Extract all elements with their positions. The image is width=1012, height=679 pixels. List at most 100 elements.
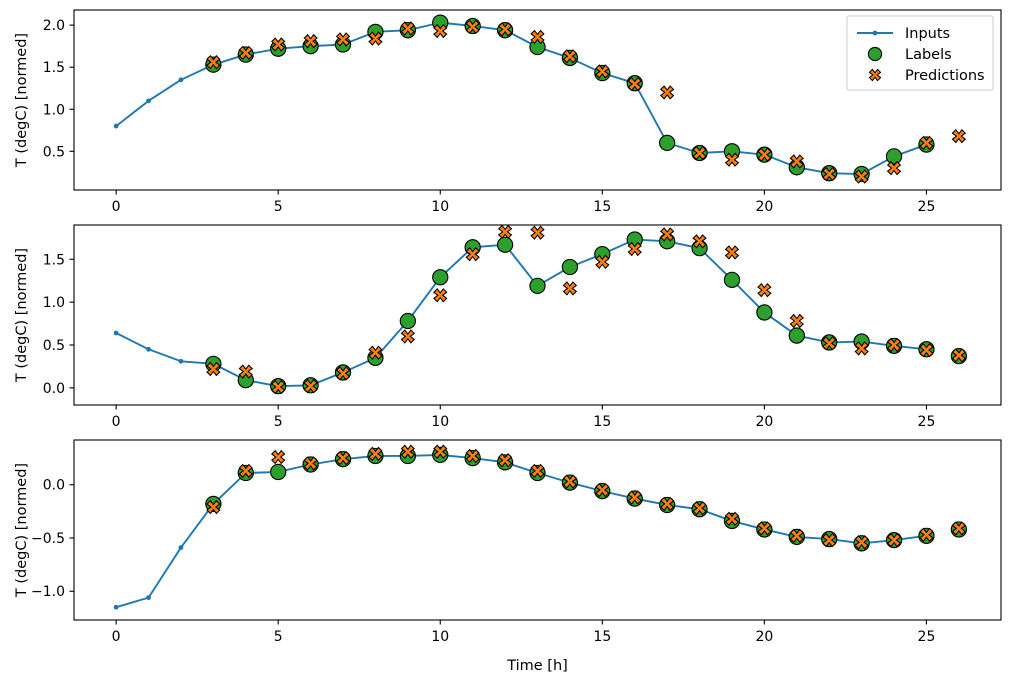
- legend: Inputs Labels Predictions: [846, 15, 994, 91]
- subplot-1: 0 5 10 15 20 25 0.0 0.5 1.0 1.5 T (degC) [normed]: [14, 224, 1002, 430]
- predictions-marker: [335, 366, 351, 381]
- predictions-marker: [692, 500, 707, 516]
- y-tick-label-0-0: 0.5: [43, 144, 65, 160]
- x-tick-label-1-0: 0: [112, 414, 121, 430]
- labels-marker: [529, 277, 546, 295]
- labels-marker: [270, 463, 287, 481]
- y-tick-label-0-2: 1.5: [43, 60, 65, 76]
- predictions-marker: [368, 31, 383, 46]
- axes-frame-1: [73, 224, 1002, 406]
- subplot-0: 0 5 10 15 20 25 0.5 1.0 1.5 2.0 T (degC) [normed]: [14, 9, 1002, 215]
- inputs-point: [146, 346, 151, 352]
- y-axis-label-2: T (degC) [normed]: [14, 463, 30, 598]
- labels-marker: [659, 134, 676, 152]
- predictions-marker: [433, 444, 448, 459]
- predictions-marker: [206, 361, 221, 377]
- y-axis-label-1: T (degC) [normed]: [14, 248, 30, 383]
- predictions-marker: [400, 444, 416, 459]
- predictions-marker: [271, 37, 286, 52]
- x-tick-label-0-5: 25: [918, 199, 936, 215]
- x-tick-label-1-1: 5: [274, 414, 283, 430]
- subplot-2: 0 5 10 15 20 25 −1.0 −0.5 0.0 T (degC) [normed] Ti…: [14, 439, 1002, 674]
- x-tick-label-2-2: 10: [431, 629, 449, 645]
- labels-marker: [496, 236, 514, 253]
- y-tick-label-0-1: 1.0: [43, 102, 65, 118]
- predictions-marker: [595, 482, 610, 498]
- predictions-marker: [659, 496, 675, 512]
- predictions-marker: [238, 364, 253, 379]
- predictions-marker: [724, 511, 740, 527]
- x-tick-label-2-3: 15: [593, 629, 611, 645]
- predictions-marker: [271, 449, 286, 465]
- x-tick-label-0-3: 15: [593, 199, 611, 215]
- series-group-2: [113, 444, 968, 610]
- y-tick-label-1-2: 1.0: [43, 295, 65, 311]
- inputs-line-1: [115, 238, 928, 388]
- x-tick-label-2-5: 25: [918, 629, 936, 645]
- predictions-marker: [400, 329, 416, 344]
- inputs-point: [178, 545, 184, 550]
- labels-marker: [561, 258, 579, 276]
- predictions-marker: [919, 135, 934, 151]
- predictions-marker: [886, 532, 902, 548]
- legend-inputs-dot: [872, 30, 878, 36]
- y-tick-label-2-0: −1.0: [31, 584, 65, 600]
- legend-label-0: Inputs: [905, 26, 950, 42]
- predictions-marker: [530, 463, 545, 479]
- predictions-marker: [886, 160, 902, 176]
- predictions-marker: [206, 54, 221, 70]
- labels-marker: [885, 148, 903, 165]
- predictions-marker: [465, 246, 480, 262]
- x-tick-label-1-5: 25: [918, 414, 936, 430]
- labels-marker: [399, 312, 416, 330]
- x-axis-label-2: Time [h]: [506, 658, 568, 674]
- predictions-marker: [951, 128, 967, 144]
- predictions-marker: [724, 152, 740, 167]
- predictions-marker: [757, 282, 772, 298]
- x-tick-label-1-2: 10: [431, 414, 449, 430]
- inputs-point: [178, 358, 184, 364]
- inputs-point: [146, 98, 151, 104]
- predictions-marker: [497, 225, 513, 240]
- legend-box: [846, 15, 994, 91]
- inputs-point: [113, 604, 119, 610]
- predictions-marker: [627, 490, 642, 505]
- predictions-marker: [659, 85, 675, 100]
- predictions-marker: [562, 474, 578, 489]
- predictions-marker: [951, 348, 967, 363]
- x-tick-label-0-4: 20: [755, 199, 773, 215]
- predictions-marker: [465, 448, 480, 464]
- x-tick-label-0-2: 10: [431, 199, 449, 215]
- inputs-point: [113, 123, 119, 129]
- y-tick-label-0-3: 2.0: [43, 18, 65, 34]
- predictions-marker: [692, 234, 707, 249]
- predictions-marker: [627, 76, 642, 92]
- predictions-marker: [789, 154, 804, 169]
- x-tick-label-1-3: 15: [593, 414, 611, 430]
- inputs-point: [146, 595, 151, 601]
- inputs-line-2: [115, 453, 928, 609]
- y-tick-label-1-1: 0.5: [43, 338, 65, 354]
- predictions-marker: [919, 527, 934, 542]
- predictions-marker: [562, 281, 578, 296]
- predictions-marker: [497, 22, 513, 37]
- x-tick-label-2-1: 5: [274, 629, 283, 645]
- predictions-marker: [465, 19, 480, 35]
- predictions-marker: [530, 29, 545, 45]
- y-tick-label-2-2: 0.0: [43, 478, 65, 494]
- predictions-marker: [951, 521, 967, 536]
- predictions-marker: [368, 345, 383, 360]
- labels-marker: [788, 327, 805, 344]
- predictions-marker: [433, 288, 448, 303]
- inputs-point: [178, 77, 184, 83]
- predictions-marker: [822, 166, 837, 182]
- predictions-marker: [206, 499, 221, 515]
- x-tick-label-1-4: 20: [755, 414, 773, 430]
- series-group-1: [113, 225, 968, 395]
- x-tick-label-2-4: 20: [755, 629, 773, 645]
- labels-marker: [756, 304, 773, 321]
- predictions-marker: [822, 336, 837, 351]
- predictions-marker: [627, 241, 642, 257]
- labels-marker: [723, 271, 741, 289]
